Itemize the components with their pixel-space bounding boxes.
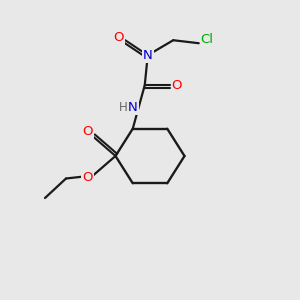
- Text: O: O: [172, 79, 182, 92]
- Text: N: N: [128, 101, 138, 114]
- Text: O: O: [82, 124, 93, 138]
- Text: N: N: [143, 49, 153, 62]
- Text: H: H: [119, 101, 128, 114]
- Text: O: O: [113, 31, 124, 44]
- Text: Cl: Cl: [201, 33, 214, 46]
- Text: O: O: [82, 171, 93, 184]
